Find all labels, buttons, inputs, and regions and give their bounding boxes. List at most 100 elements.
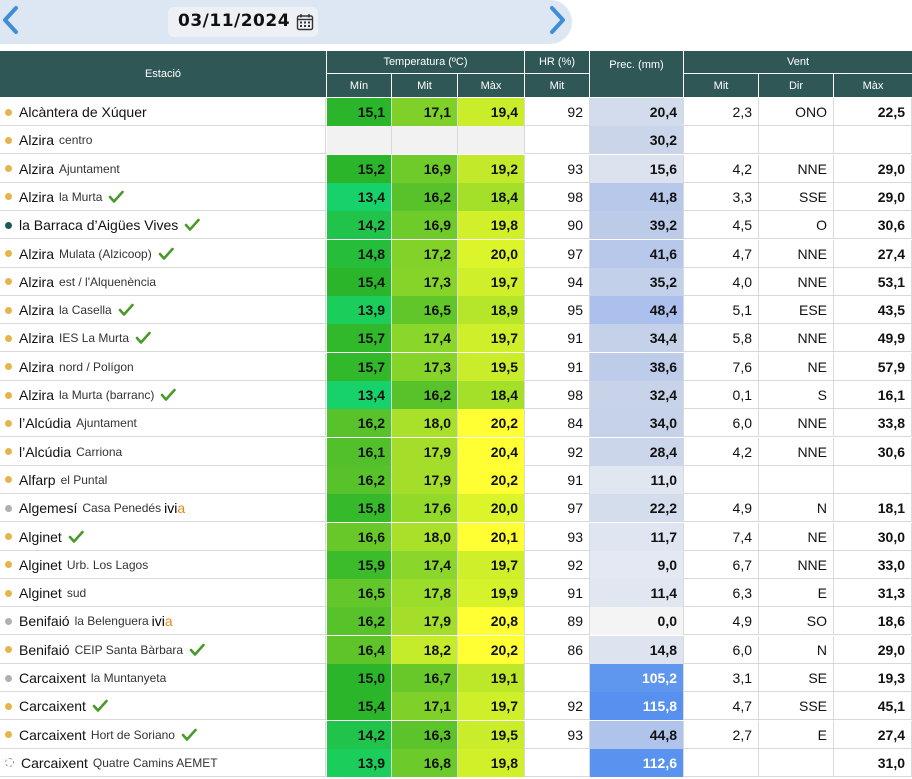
station-cell[interactable]: Alzira Ajuntament [0,154,326,183]
station-cell[interactable]: Carcaixent Quatre Camins AEMET [0,748,326,777]
table-row[interactable]: Alzira nord / Polígon 15,7 17,3 19,5 91 38,6 7,… [0,352,912,381]
temp-max-cell: 19,1 [458,664,525,692]
table-row[interactable]: Alzira centro 30,2 [0,126,912,155]
station-cell[interactable]: Alzira centro [0,126,326,155]
status-dot-icon [5,136,12,144]
temp-max-cell [458,126,525,155]
station-name: Benifaió [19,641,70,658]
humidity-cell: 90 [525,211,590,240]
table-row[interactable]: Alzira la Casella 13,9 16,5 18,9 95 48,4 5,1 ESE… [0,296,912,325]
wind-max-cell: 31,0 [834,748,912,777]
station-cell[interactable]: Benifaió la Belenguera ivia [0,607,326,636]
status-dot-icon [5,646,12,654]
wind-avg-cell: 4,5 [684,211,759,240]
table-row[interactable]: Alginet Urb. Los Lagos 15,9 17,4 19,7 92 9,0 6,… [0,550,912,579]
table-row[interactable]: Carcaixent 15,4 17,1 19,7 92 115,8 4,7 SSE 45,1 [0,692,912,721]
table-row[interactable]: l’Alcúdia Ajuntament 16,2 18,0 20,2 84 34,0 6,0… [0,409,912,438]
table-row[interactable]: Alcàntera de Xúquer 15,1 17,1 19,4 92 20,4 2,3… [0,98,912,126]
temp-min-cell: 13,9 [327,296,392,325]
table-row[interactable]: Alzira Mulata (Alzicoop) 14,8 17,2 20,0 97 41,… [0,239,912,268]
temp-max-cell: 19,9 [458,579,525,608]
temp-max-cell: 19,8 [458,211,525,240]
station-cell[interactable]: Carcaixent Hort de Soriano [0,720,326,749]
table-row[interactable]: Carcaixent la Muntanyeta 15,0 16,7 19,1 105,2… [0,664,912,692]
humidity-cell: 92 [525,550,590,579]
table-row[interactable]: Alzira est / l'Alquenència 15,4 17,3 19,7 94 3… [0,267,912,296]
humidity-cell: 98 [525,182,590,211]
wind-dir-cell [759,126,834,155]
table-row[interactable]: Algemesí Casa Penedés ivia 15,8 17,6 20,0 97 22… [0,494,912,523]
wind-max-cell: 18,1 [834,494,912,523]
wind-dir-cell: ONO [759,98,834,126]
temp-max-cell: 20,8 [458,607,525,636]
check-icon [118,303,134,316]
humidity-cell [525,664,590,692]
next-day-button[interactable] [546,4,568,36]
station-cell[interactable]: Alzira IES La Murta [0,324,326,353]
check-icon [161,388,177,401]
station-name: Alginet [19,528,62,545]
station-cell[interactable]: Alginet Urb. Los Lagos [0,550,326,579]
temp-min-cell: 16,2 [327,607,392,636]
station-cell[interactable]: Carcaixent la Muntanyeta [0,664,326,692]
table-row[interactable]: Carcaixent Hort de Soriano 14,2 16,3 19,5 93 4… [0,720,912,749]
station-cell[interactable]: l’Alcúdia Ajuntament [0,409,326,438]
wind-max-cell [834,465,912,494]
table-row[interactable]: la Barraca d’Aigües Vives 14,2 16,9 19,8 90 3… [0,211,912,240]
table-row[interactable]: l’Alcúdia Carriona 16,1 17,9 20,4 92 28,4 4,2 NN… [0,437,912,466]
humidity-cell: 93 [525,720,590,749]
header-temp-avg: Mit [392,74,458,98]
station-cell[interactable]: Benifaió CEIP Santa Bàrbara [0,635,326,664]
station-cell[interactable]: Alfarp el Puntal [0,465,326,494]
wind-avg-cell: 4,9 [684,607,759,636]
wind-dir-cell: N [759,494,834,523]
temp-avg-cell: 16,3 [392,720,458,749]
station-cell[interactable]: Algemesí Casa Penedés ivia [0,494,326,523]
table-row[interactable]: Benifaió CEIP Santa Bàrbara 16,4 18,2 20,2 86… [0,635,912,664]
station-cell[interactable]: Alzira la Murta (barranc) [0,381,326,409]
table-row[interactable]: Carcaixent Quatre Camins AEMET 13,9 16,8 19,… [0,748,912,777]
temp-min-cell: 13,9 [327,748,392,777]
station-cell[interactable]: Alcàntera de Xúquer [0,98,326,126]
temp-max-cell: 19,2 [458,154,525,183]
station-cell[interactable]: Alginet sud [0,579,326,608]
humidity-cell: 97 [525,494,590,523]
temp-min-cell: 15,4 [327,267,392,296]
table-row[interactable]: Alzira Ajuntament 15,2 16,9 19,2 93 15,6 4,2 NNE… [0,154,912,183]
table-row[interactable]: Alzira la Murta (barranc) 13,4 16,2 18,4 98 32… [0,381,912,409]
station-cell[interactable]: la Barraca d’Aigües Vives [0,211,326,240]
station-cell[interactable]: Alzira la Murta [0,182,326,211]
temp-avg-cell: 17,4 [392,550,458,579]
station-cell[interactable]: Alzira la Casella [0,296,326,325]
status-dot-icon [5,221,12,229]
header-temp-min: Mín [327,74,392,98]
table-row[interactable]: Alginet sud 16,5 17,8 19,9 91 11,4 6,3 E 31,3 [0,579,912,608]
prev-day-button[interactable] [0,4,22,36]
station-cell[interactable]: Alzira Mulata (Alzicoop) [0,239,326,268]
temp-avg-cell: 17,2 [392,239,458,268]
station-cell[interactable]: Carcaixent [0,692,326,721]
status-dot-icon [5,448,12,456]
wind-max-cell: 30,6 [834,211,912,240]
wind-dir-cell: ESE [759,296,834,325]
date-picker[interactable]: 03/11/2024 [168,7,318,37]
temp-min-cell: 16,1 [327,437,392,466]
wind-dir-cell: NNE [759,437,834,466]
wind-dir-cell: SSE [759,182,834,211]
table-row[interactable]: Benifaió la Belenguera ivia 16,2 17,9 20,8 89 0… [0,607,912,636]
station-cell[interactable]: l’Alcúdia Carriona [0,437,326,466]
table-row[interactable]: Alginet 16,6 18,0 20,1 93 11,7 7,4 NE 30,0 [0,522,912,551]
wind-avg-cell: 6,0 [684,635,759,664]
station-cell[interactable]: Alzira est / l'Alquenència [0,267,326,296]
calendar-icon[interactable] [296,13,314,31]
table-row[interactable]: Alzira IES La Murta 15,7 17,4 19,7 91 34,4 5,8 N… [0,324,912,353]
temp-avg-cell: 17,1 [392,98,458,126]
wind-avg-cell: 7,6 [684,352,759,381]
table-row[interactable]: Alzira la Murta 13,4 16,2 18,4 98 41,8 3,3 SSE 29… [0,182,912,211]
wind-dir-cell: NE [759,522,834,551]
station-cell[interactable]: Alginet [0,522,326,551]
station-cell[interactable]: Alzira nord / Polígon [0,352,326,381]
table-row[interactable]: Alfarp el Puntal 16,2 17,9 20,2 91 11,0 [0,465,912,494]
wind-max-cell: 27,4 [834,239,912,268]
precipitation-cell: 11,0 [590,465,684,494]
